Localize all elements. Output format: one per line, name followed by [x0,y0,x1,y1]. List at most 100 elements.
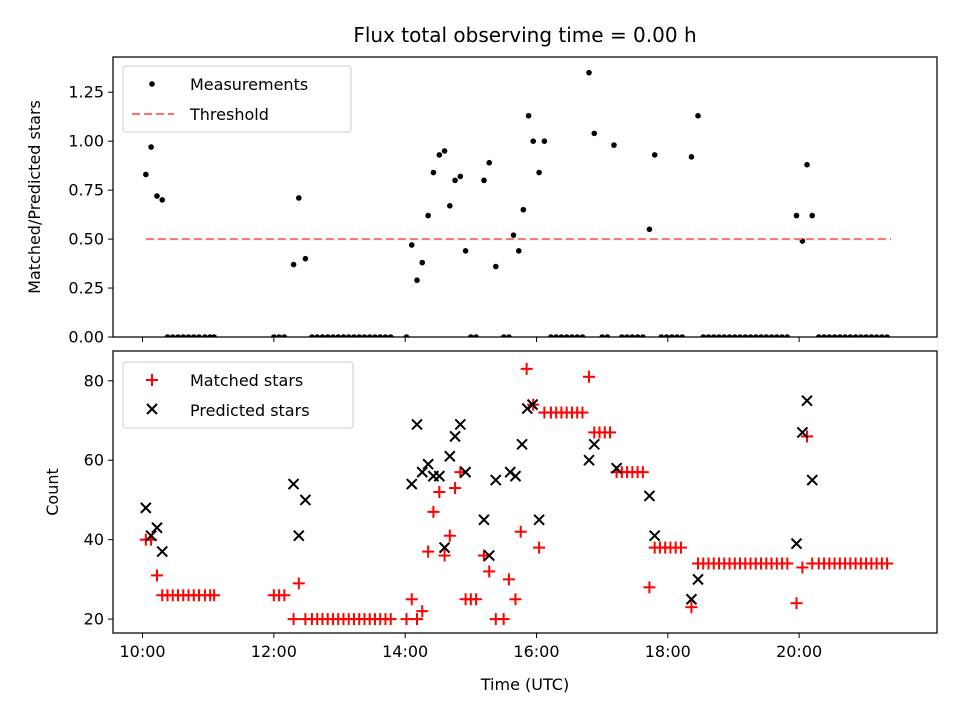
matched-star-point [533,541,546,554]
x-tick-label: 14:00 [382,642,428,661]
predicted-star-point [801,394,813,407]
predicted-star-point [516,438,528,451]
count-panel: 20 40 60 80 10:00 12:00 14:00 16:00 18:00 20:00 C… [43,350,938,694]
predicted-star-stroke [406,478,418,490]
measurement-point [408,242,415,248]
measurement-point [281,334,288,337]
count-legend: Matched stars Predicted stars [122,361,354,429]
count-y-tick-label: 80 [84,371,104,390]
measurement-point [468,334,474,337]
predicted-star-stroke [516,438,528,451]
measurement-point [747,334,754,337]
predicted-star-stroke [643,490,656,502]
predicted-star-stroke [151,522,163,534]
matched-star-point [384,613,397,626]
matched-star-point [604,426,617,439]
matched-star-point [685,601,698,614]
predicted-star-point [416,466,428,478]
measurement-point [826,334,833,337]
predicted-star-point [790,537,803,550]
predicted-star-stroke [422,458,434,470]
measurement-point [387,334,394,337]
predicted-star-stroke [140,502,152,514]
predicted-star-point [140,502,152,514]
measurement-point [640,334,646,337]
predicted-star-stroke [790,537,803,550]
measurement-point [143,171,149,178]
measurement-point [758,334,764,337]
measurement-point [779,334,785,337]
measurement-point [430,169,437,176]
measurement-point [716,334,722,337]
measurement-point [879,334,885,337]
predicted-star-point [478,514,490,526]
predicted-star-point [293,529,305,542]
measurement-point [351,334,357,337]
predicted-star-stroke [648,529,661,542]
predicted-star-point [444,450,456,462]
predicted-star-stroke [490,474,502,486]
predicted-star-stroke [444,450,456,462]
measurement-point [530,138,537,144]
measurement-point [651,152,658,158]
matched-star-point [497,613,510,626]
measurement-point [809,212,816,219]
ratio-y-tick-label: 1.25 [68,83,104,102]
measurement-point [185,334,192,337]
matched-star-point [576,406,589,419]
measurement-point [863,334,869,337]
ratio-y-tick-label: 0.75 [68,181,104,200]
predicted-star-stroke [533,514,545,526]
measurement-point [700,334,707,337]
count-y-tick-label: 60 [84,451,104,470]
predicted-star-point [156,545,168,558]
measurement-point [492,263,499,270]
measurement-point [302,255,309,262]
matched-star-point [292,577,305,590]
measurement-point [340,334,347,337]
predicted-star-stroke [299,494,312,506]
measurement-point [361,334,368,337]
x-axis-label: Time (UTC) [480,675,569,694]
measurement-point [481,177,487,184]
count-y-tick-label: 20 [84,610,104,629]
measurement-point [276,334,282,337]
measurement-point [271,334,277,337]
ratio-panel: 0.00 0.25 0.50 0.75 1.00 1.25 Matched/Predict… [25,56,938,347]
count-plot-area [139,362,894,626]
predicted-star-point [648,529,661,542]
matched-star-point [509,593,522,606]
measurement-point [500,334,507,337]
measurement-point [688,154,695,160]
measurement-point [324,334,331,337]
measurement-point [548,334,554,337]
matched-star-point [520,362,533,375]
predicted-star-point [145,529,157,542]
measurement-point [563,334,570,337]
predicted-star-point [454,418,467,431]
measurement-point [436,152,443,158]
measurement-point [619,334,625,337]
measurement-point [726,334,733,337]
measurement-point [356,334,363,337]
predicted-star-point [533,514,545,526]
measurement-point [763,334,770,337]
measurement-point [679,334,686,337]
count-y-tick-label: 40 [84,530,104,549]
measurement-point [525,112,532,119]
measurement-point [382,334,389,337]
chart-title: Flux total observing time = 0.00 h [353,23,696,47]
predicted-star-point [509,470,522,482]
count-axes: 20 40 60 80 10:00 12:00 14:00 16:00 18:00 20:00 [84,371,823,661]
measurement-point [180,334,187,337]
matched-star-point [416,605,429,618]
matched-star-point [443,529,456,542]
predicted-star-stroke [806,474,818,486]
matched-star-point [422,545,435,558]
predicted-star-point [490,474,502,486]
predicted-star-stroke [796,426,809,439]
measurement-point [154,193,160,199]
legend-matched-marker [146,374,158,386]
predicted-star-point [449,430,461,443]
measurement-point [705,334,712,337]
